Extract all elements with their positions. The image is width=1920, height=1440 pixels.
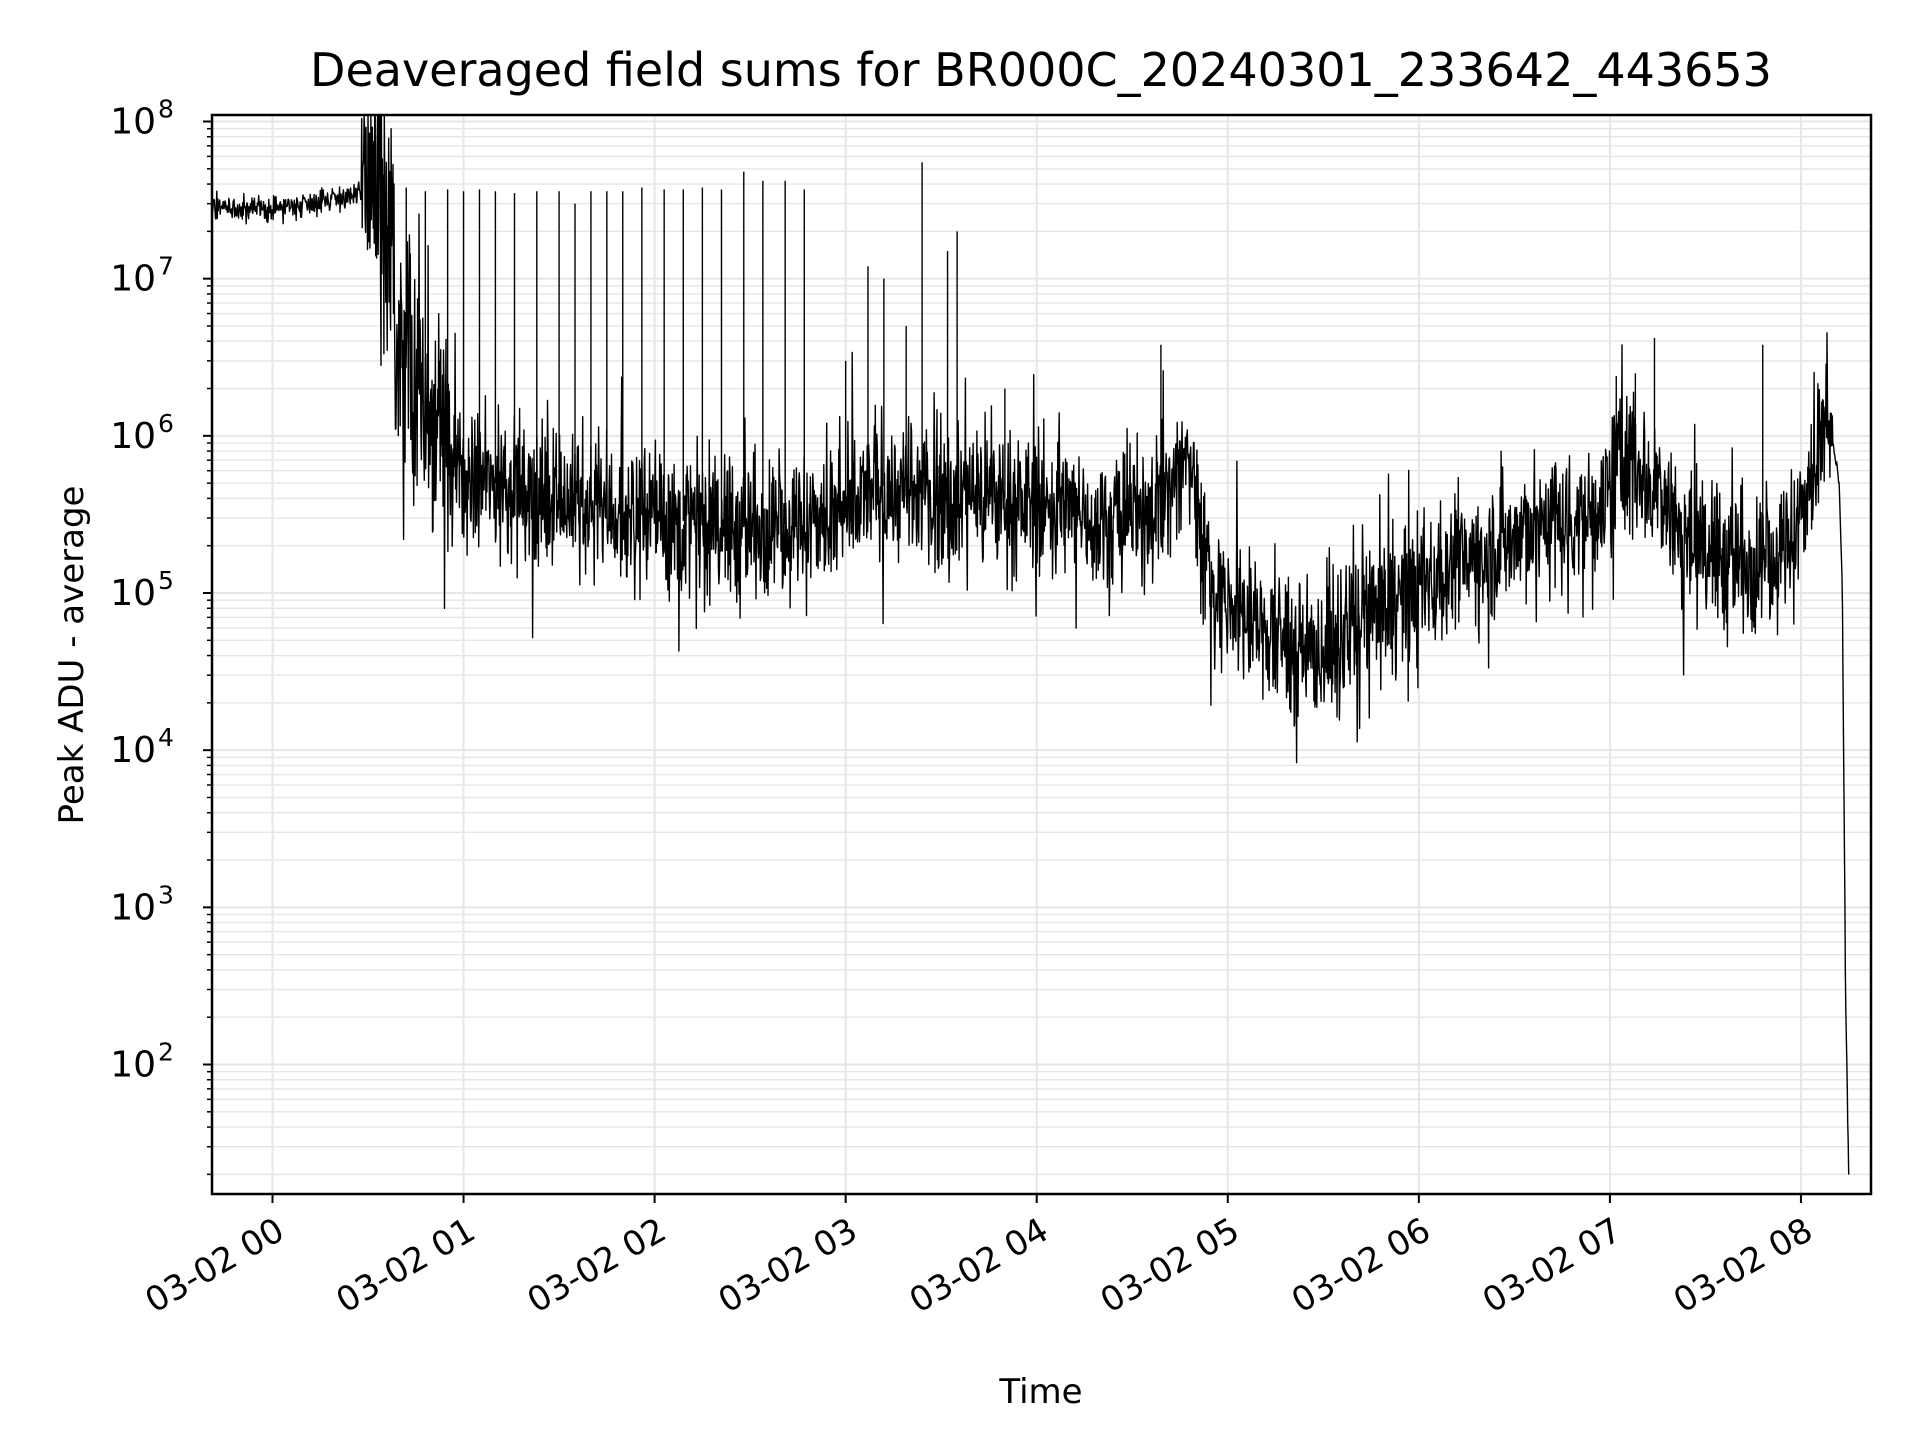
chart-title: Deaveraged field sums for BR000C_2024030… xyxy=(310,43,1772,97)
y-tick-label: 10 xyxy=(110,416,156,457)
y-tick-label: 10 xyxy=(110,887,156,928)
y-tick-label: 10 xyxy=(110,573,156,614)
y-tick-label-exponent: 8 xyxy=(158,95,174,124)
spike-marks xyxy=(405,162,1764,560)
y-tick-label: 10 xyxy=(110,259,156,300)
y-tick-label-exponent: 2 xyxy=(158,1038,174,1067)
x-axis-label: Time xyxy=(998,1372,1082,1412)
y-tick-label-exponent: 6 xyxy=(158,409,174,438)
y-tick-label: 10 xyxy=(110,730,156,771)
y-tick-label-exponent: 3 xyxy=(158,880,174,909)
plot-area-frame xyxy=(210,113,1873,1196)
y-axis-label: Peak ADU - average xyxy=(52,486,92,825)
y-tick-label-exponent: 7 xyxy=(158,252,174,281)
y-tick-label-exponent: 5 xyxy=(158,566,174,595)
y-tick-label: 10 xyxy=(110,1045,156,1086)
y-tick-label-exponent: 4 xyxy=(158,723,174,752)
series-line-peak-adu xyxy=(211,114,1850,1175)
y-tick-label: 10 xyxy=(110,102,156,143)
